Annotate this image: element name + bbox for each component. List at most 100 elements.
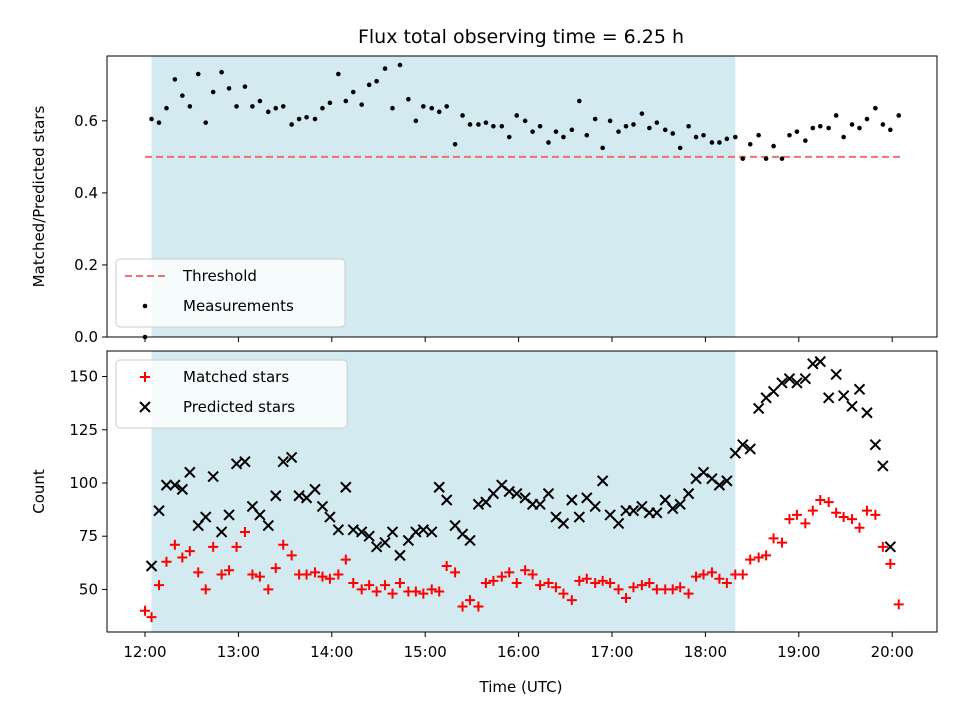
data-point <box>316 500 329 513</box>
data-point <box>278 539 289 550</box>
data-point <box>787 132 792 138</box>
data-point <box>483 120 489 125</box>
x-tick-label: 13:00 <box>217 643 260 661</box>
data-point <box>491 123 496 129</box>
data-point <box>343 98 349 104</box>
data-point <box>254 571 265 582</box>
data-point <box>522 118 528 124</box>
data-point <box>436 109 442 115</box>
data-point <box>231 541 242 552</box>
data-point <box>744 443 756 455</box>
y-tick-label: 0.6 <box>74 112 98 130</box>
data-point <box>873 105 878 111</box>
data-point <box>193 567 204 578</box>
data-point <box>553 129 559 134</box>
data-point <box>332 524 345 536</box>
data-point <box>592 116 598 122</box>
data-point <box>573 511 586 523</box>
data-point <box>203 120 209 125</box>
data-point <box>180 93 185 98</box>
y-tick-label: 75 <box>79 527 98 545</box>
data-point <box>514 113 520 118</box>
data-point <box>767 385 780 398</box>
x-tick-label: 18:00 <box>684 643 727 661</box>
data-point <box>348 578 359 589</box>
data-point <box>216 569 227 580</box>
data-point <box>794 129 800 134</box>
data-point <box>701 132 706 138</box>
data-point <box>706 567 717 578</box>
data-point <box>374 78 379 84</box>
data-point <box>803 138 808 143</box>
data-point <box>763 156 769 161</box>
data-point <box>364 580 375 591</box>
data-point <box>791 509 802 520</box>
data-point <box>386 526 399 538</box>
chart-title: Flux total observing time = 6.25 h <box>358 26 684 48</box>
data-point <box>693 134 699 140</box>
x-tick-label: 17:00 <box>590 643 633 661</box>
data-point <box>717 140 722 145</box>
data-point <box>830 368 842 381</box>
data-point <box>187 104 193 109</box>
legend: Threshold Measurements <box>115 258 346 328</box>
data-point <box>877 541 888 552</box>
data-point <box>200 511 212 523</box>
y-tick-label: 100 <box>69 474 98 492</box>
data-point <box>807 358 819 370</box>
data-point <box>847 514 858 525</box>
data-point <box>317 571 328 582</box>
data-point <box>577 98 582 104</box>
data-point <box>662 127 668 133</box>
data-point <box>289 122 294 127</box>
data-point <box>156 120 162 125</box>
data-point <box>838 512 849 523</box>
data-point <box>504 567 515 578</box>
legend-box <box>115 258 346 328</box>
data-point <box>406 96 411 102</box>
data-point <box>596 475 609 487</box>
data-point <box>589 500 601 513</box>
data-point <box>421 104 426 109</box>
data-point <box>164 105 169 111</box>
data-point <box>784 514 795 525</box>
data-point <box>223 509 235 521</box>
data-point <box>597 575 608 586</box>
data-point <box>450 567 461 578</box>
data-point <box>149 116 154 122</box>
data-point <box>837 389 850 402</box>
data-point <box>300 492 313 504</box>
plot-frame <box>106 55 938 338</box>
data-point <box>799 372 812 385</box>
data-point <box>239 455 251 468</box>
data-point <box>239 526 250 537</box>
x-tick-label: 19:00 <box>777 643 820 661</box>
data-point <box>277 455 289 468</box>
data-point <box>527 569 538 580</box>
data-point <box>460 113 465 118</box>
data-point <box>426 584 437 595</box>
data-point <box>336 71 341 77</box>
data-point <box>752 402 765 415</box>
data-point <box>340 554 351 565</box>
data-point <box>140 605 150 616</box>
data-point <box>584 132 590 138</box>
data-point <box>623 123 629 129</box>
legend-marker <box>140 372 150 382</box>
data-point <box>184 546 195 557</box>
data-point <box>382 66 388 71</box>
data-point <box>724 136 730 142</box>
data-point <box>359 102 364 107</box>
data-point <box>154 580 165 591</box>
data-point <box>226 86 232 91</box>
data-point <box>394 578 405 589</box>
data-point <box>647 125 652 131</box>
data-point <box>823 497 834 508</box>
data-point <box>869 438 882 451</box>
data-point <box>627 504 640 517</box>
y-tick-label: 0.0 <box>74 328 98 346</box>
data-point <box>557 517 570 530</box>
data-point <box>520 565 531 576</box>
data-point <box>698 569 709 580</box>
data-point <box>817 123 823 129</box>
